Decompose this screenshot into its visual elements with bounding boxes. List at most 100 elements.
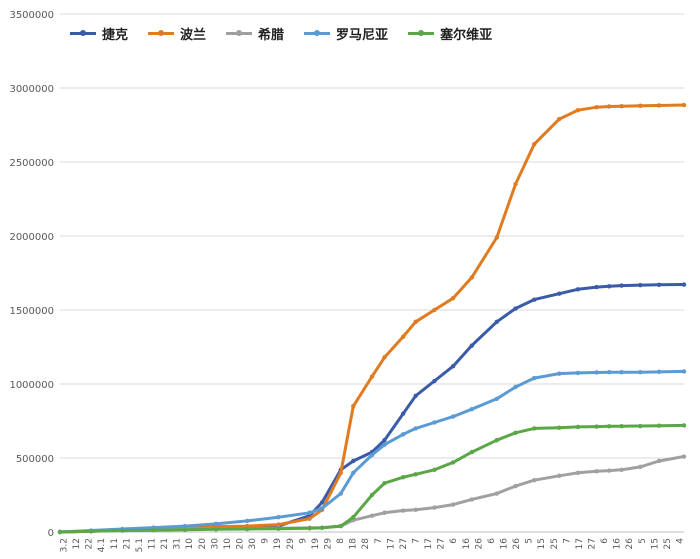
- x-tick-label: 17: [575, 538, 585, 549]
- data-point: [413, 507, 418, 512]
- data-point: [656, 458, 662, 464]
- data-point: [369, 374, 375, 379]
- data-point: [413, 426, 418, 431]
- data-point: [557, 371, 562, 376]
- x-tick-label: 7: [412, 538, 422, 544]
- data-point: [351, 515, 356, 520]
- x-tick-label: 10: [223, 538, 233, 550]
- data-point: [413, 393, 418, 399]
- data-point: [656, 423, 662, 428]
- data-point: [638, 282, 643, 288]
- data-point: [619, 369, 624, 375]
- x-tick-label: 18: [349, 538, 359, 550]
- data-point: [575, 470, 581, 475]
- data-point: [532, 478, 537, 483]
- data-point: [382, 355, 387, 360]
- legend-item: 波兰: [148, 24, 206, 43]
- data-point: [513, 483, 518, 489]
- x-tick-label: 27: [399, 538, 409, 549]
- data-point: [213, 527, 219, 532]
- data-point: [575, 424, 581, 430]
- legend-item: 捷克: [70, 24, 128, 43]
- data-point: [450, 460, 456, 465]
- x-tick-label: 30: [210, 538, 220, 550]
- x-tick-label: 30: [248, 538, 258, 550]
- x-tick-label: 4.1: [97, 538, 107, 552]
- data-point: [469, 343, 475, 348]
- data-point: [594, 105, 599, 110]
- data-point: [494, 491, 499, 496]
- x-tick-label: 26: [625, 538, 635, 550]
- legend-swatch: [70, 30, 96, 36]
- data-point: [619, 104, 624, 109]
- x-tick-label: 20: [198, 538, 208, 550]
- data-point: [619, 467, 624, 473]
- data-point: [469, 275, 475, 280]
- x-tick-label: 28: [361, 538, 371, 550]
- data-point: [401, 475, 406, 480]
- y-tick-label: 0: [48, 528, 54, 539]
- data-point: [319, 525, 325, 531]
- data-point: [606, 284, 612, 289]
- data-point: [532, 375, 537, 381]
- x-tick-label: 12: [72, 538, 82, 549]
- legend-swatch: [408, 30, 435, 36]
- data-point: [307, 510, 312, 515]
- data-point: [619, 423, 624, 429]
- x-tick-label: 5: [638, 538, 648, 544]
- legend-marker: [158, 30, 165, 36]
- x-tick-label: 25: [663, 538, 673, 549]
- data-point: [450, 295, 456, 301]
- legend-label: 波兰: [180, 28, 207, 43]
- data-point: [276, 515, 281, 520]
- data-point: [432, 467, 437, 473]
- legend-item: 希腊: [226, 24, 284, 43]
- x-tick-label: 25: [550, 538, 560, 549]
- data-point: [351, 404, 356, 409]
- legend-swatch: [226, 30, 253, 36]
- data-point: [494, 319, 499, 325]
- legend-marker: [80, 30, 86, 36]
- legend-item: 塞尔维亚: [408, 24, 492, 43]
- data-point: [120, 528, 125, 533]
- data-point: [89, 529, 94, 534]
- data-point: [469, 497, 475, 502]
- data-point: [638, 464, 643, 470]
- data-point: [450, 414, 456, 419]
- x-tick-label: 21: [160, 538, 170, 549]
- data-point: [513, 182, 518, 187]
- data-point: [494, 235, 499, 240]
- data-point: [594, 424, 599, 429]
- x-tick-label: 11: [148, 538, 158, 549]
- data-point: [656, 103, 662, 108]
- data-point: [557, 473, 562, 478]
- data-point: [681, 423, 687, 428]
- x-tick-label: 6: [487, 538, 497, 544]
- legend-marker: [236, 30, 243, 36]
- data-point: [450, 364, 456, 369]
- x-tick-label: 7: [374, 538, 384, 544]
- x-tick-label: 17: [424, 538, 434, 549]
- data-point: [557, 116, 562, 122]
- data-point: [638, 369, 643, 375]
- data-point: [276, 522, 281, 527]
- data-point: [307, 516, 312, 521]
- y-tick-label: 2500000: [9, 158, 54, 169]
- data-point: [638, 103, 643, 108]
- x-tick-label: 3.2: [60, 538, 70, 552]
- x-tick-label: 27: [588, 538, 598, 549]
- y-tick-label: 1000000: [9, 380, 54, 391]
- x-tick-label: 19: [311, 538, 321, 550]
- x-tick-label: 15: [650, 538, 660, 549]
- data-point: [307, 526, 312, 531]
- x-tick-label: 16: [462, 538, 472, 550]
- data-point: [351, 470, 356, 475]
- x-tick-label: 8: [336, 538, 346, 544]
- data-point: [401, 334, 406, 339]
- x-tick-label: 6: [600, 538, 610, 544]
- data-point: [382, 510, 387, 515]
- data-point: [469, 406, 475, 412]
- data-point: [532, 142, 537, 147]
- x-tick-label: 29: [286, 538, 296, 550]
- data-point: [681, 102, 687, 108]
